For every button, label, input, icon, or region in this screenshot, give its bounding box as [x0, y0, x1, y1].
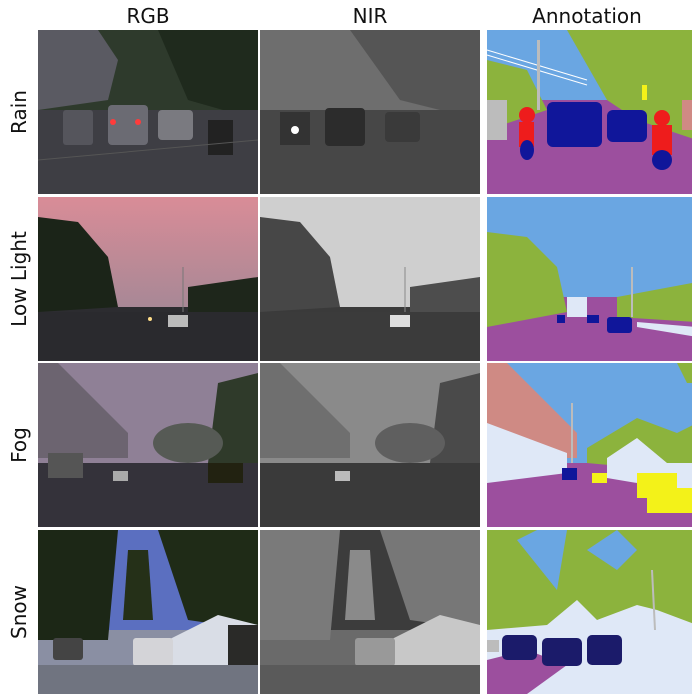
row-label-rain: Rain [7, 90, 32, 134]
fog-rgb-image [38, 363, 258, 527]
snow-annotation-image [482, 530, 692, 694]
rain-nir-image [260, 30, 480, 194]
fog-nir-image [260, 363, 480, 527]
row-label-fog: Fog [6, 427, 31, 463]
low-light-rgb-image [38, 197, 258, 361]
low-light-nir-image [260, 197, 480, 361]
low-light-annotation-image [482, 197, 692, 361]
rain-rgb-image [38, 30, 258, 194]
column-header-rgb: RGB [126, 4, 170, 28]
fog-annotation-image [482, 363, 692, 527]
row-label-low-light: Low Light [7, 231, 31, 327]
rain-annotation-image [482, 30, 692, 194]
column-header-nir: NIR [352, 4, 388, 28]
row-label-snow: Snow [7, 585, 31, 639]
snow-rgb-image [38, 530, 258, 694]
column-header-annotation: Annotation [532, 4, 642, 28]
snow-nir-image [260, 530, 480, 694]
